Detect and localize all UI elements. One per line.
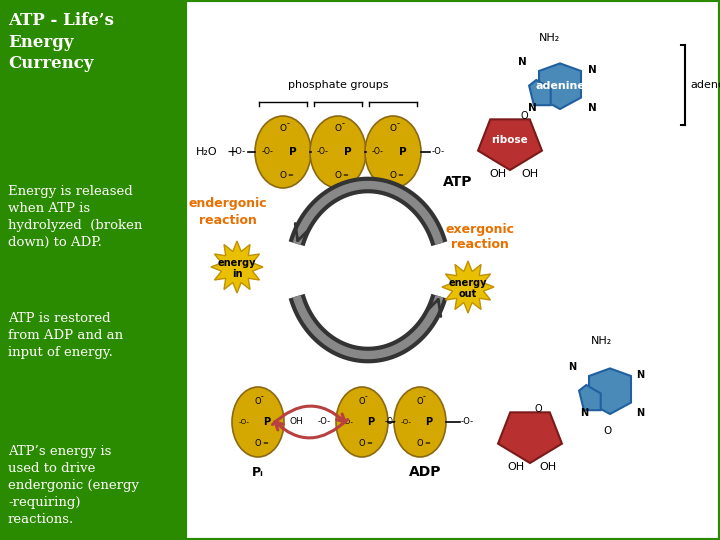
Text: endergonic
reaction: endergonic reaction (189, 198, 267, 226)
Text: OH: OH (490, 169, 507, 179)
Text: ATP is restored
from ADP and an
input of energy.: ATP is restored from ADP and an input of… (8, 312, 123, 359)
Text: =: = (262, 440, 268, 446)
Text: -: - (287, 119, 289, 128)
Text: OH: OH (508, 462, 525, 472)
Text: O: O (534, 404, 542, 414)
Polygon shape (529, 80, 551, 105)
Polygon shape (539, 63, 581, 109)
Text: ATP - Life’s
Energy
Currency: ATP - Life’s Energy Currency (8, 12, 114, 72)
Polygon shape (498, 413, 562, 463)
Text: O: O (417, 396, 423, 406)
Text: ADP: ADP (409, 465, 441, 479)
Ellipse shape (310, 116, 366, 188)
Text: O: O (359, 396, 365, 406)
Text: NH₂: NH₂ (591, 336, 613, 346)
Text: =: = (424, 440, 430, 446)
Text: O: O (359, 438, 365, 448)
Text: N: N (636, 408, 644, 418)
Text: energy: energy (449, 278, 487, 288)
Text: ribose: ribose (492, 135, 528, 145)
Text: H₂O: H₂O (196, 147, 218, 157)
Text: -O-: -O- (385, 417, 397, 427)
Text: =: = (287, 172, 293, 178)
Text: -: - (397, 119, 400, 128)
Text: O: O (390, 171, 397, 180)
Text: -O-: -O- (461, 417, 474, 427)
Text: N: N (568, 362, 576, 372)
Text: -: - (364, 393, 367, 402)
Text: out: out (459, 289, 477, 299)
Text: O: O (417, 438, 423, 448)
Text: O: O (255, 396, 261, 406)
Ellipse shape (255, 116, 311, 188)
Text: P: P (264, 417, 271, 427)
Polygon shape (589, 368, 631, 414)
Text: O: O (520, 111, 528, 121)
Polygon shape (211, 241, 263, 293)
Text: exergonic
reaction: exergonic reaction (446, 222, 515, 252)
Ellipse shape (336, 387, 388, 457)
Text: -O-: -O- (318, 417, 331, 427)
Ellipse shape (365, 116, 421, 188)
Text: adenosine: adenosine (690, 80, 720, 90)
Polygon shape (442, 261, 494, 313)
Text: NH₂: NH₂ (539, 33, 561, 43)
Text: O: O (390, 124, 397, 133)
Text: P: P (289, 147, 297, 157)
Text: N: N (588, 103, 596, 113)
Text: -O-: -O- (400, 419, 411, 425)
Text: N: N (636, 370, 644, 380)
Text: -O-: -O- (238, 419, 249, 425)
Polygon shape (478, 119, 542, 170)
Text: N: N (588, 65, 596, 75)
Text: -O-: -O- (432, 147, 445, 157)
Text: -O-: -O- (342, 419, 353, 425)
Text: -O-: -O- (317, 147, 328, 157)
Text: +: + (226, 145, 238, 159)
Text: O: O (279, 124, 287, 133)
Ellipse shape (394, 387, 446, 457)
Text: -O-: -O- (261, 147, 274, 157)
Text: ATP: ATP (444, 175, 473, 189)
Text: P: P (426, 417, 433, 427)
Text: Pᵢ: Pᵢ (252, 465, 264, 478)
Text: -O-: -O- (372, 147, 384, 157)
Text: -: - (341, 119, 344, 128)
FancyBboxPatch shape (0, 0, 185, 540)
Text: -O-: -O- (233, 147, 246, 157)
Text: energy: energy (217, 258, 256, 268)
Text: OH: OH (521, 169, 539, 179)
Text: O: O (335, 171, 341, 180)
Text: =: = (397, 172, 403, 178)
FancyBboxPatch shape (185, 0, 720, 540)
Text: O: O (335, 124, 341, 133)
Text: OH: OH (539, 462, 557, 472)
Text: O: O (604, 426, 612, 436)
Text: O: O (255, 438, 261, 448)
Polygon shape (579, 385, 600, 410)
Text: in: in (232, 269, 242, 279)
Text: adenine: adenine (535, 81, 585, 91)
Text: N: N (518, 57, 526, 67)
Text: -: - (261, 393, 264, 402)
Text: -: - (423, 393, 426, 402)
Text: ATP’s energy is
used to drive
endergonic (energy
-requiring)
reactions.: ATP’s energy is used to drive endergonic… (8, 445, 139, 526)
Text: phosphate groups: phosphate groups (288, 80, 388, 90)
Text: N: N (528, 103, 536, 113)
Text: Energy is released
when ATP is
hydrolyzed  (broken
down) to ADP.: Energy is released when ATP is hydrolyze… (8, 185, 143, 249)
Text: =: = (366, 440, 372, 446)
Text: OH: OH (289, 417, 302, 427)
Text: N: N (580, 408, 588, 418)
Text: P: P (399, 147, 407, 157)
Text: O: O (279, 171, 287, 180)
Ellipse shape (232, 387, 284, 457)
Text: P: P (367, 417, 374, 427)
Text: =: = (342, 172, 348, 178)
Text: P: P (344, 147, 351, 157)
